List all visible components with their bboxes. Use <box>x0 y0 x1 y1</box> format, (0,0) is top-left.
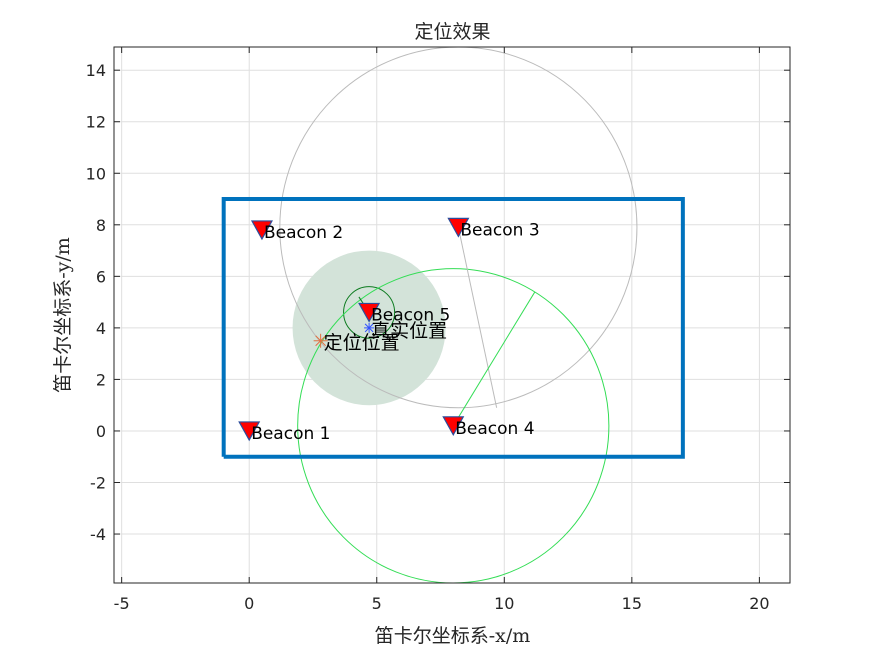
beacon-label: Beacon 2 <box>264 223 343 243</box>
y-tick-label: 0 <box>96 422 106 441</box>
plot-area: Beacon 1 Beacon 2 Beacon 3 Beacon 4 Beacon 5… <box>86 46 791 613</box>
beacon-marker <box>447 217 470 238</box>
estimate-marker-stroke <box>315 335 326 347</box>
estimate-marker <box>313 333 328 348</box>
beacon-label: Beacon 1 <box>251 424 330 444</box>
beacon-marker <box>442 416 465 437</box>
y-axis-label: 笛卡尔坐标系-y/m <box>52 237 74 393</box>
y-tick-label: 8 <box>96 216 106 235</box>
x-tick-label: 0 <box>244 594 254 613</box>
axes-box <box>113 46 791 584</box>
room-boundary <box>221 197 685 459</box>
x-tick-label: -5 <box>114 594 130 613</box>
x-tick-label: 20 <box>749 594 769 613</box>
x-tick-label: 15 <box>622 594 642 613</box>
y-tick-label: 10 <box>86 164 106 183</box>
y-tick-label: 12 <box>86 113 106 132</box>
chart-title: 定位效果 <box>414 21 490 43</box>
range-circle-dark-green <box>343 286 396 339</box>
x-tick-label: 10 <box>494 594 514 613</box>
truth-marker-stroke <box>364 323 374 333</box>
beacon-label: Beacon 3 <box>460 220 539 240</box>
radius-line-green <box>452 291 536 427</box>
radius-line-gray <box>457 227 498 408</box>
y-tick-label: 6 <box>96 267 106 286</box>
estimate-label: 定位位置 <box>324 332 400 354</box>
truth-label: 真实位置 <box>371 320 447 342</box>
x-axis-label: 笛卡尔坐标系-x/m <box>375 625 531 647</box>
y-tick-label: -2 <box>90 474 106 493</box>
plot-background <box>114 47 790 583</box>
beacon-label: Beacon 5 <box>371 305 450 325</box>
beacon-marker <box>238 421 261 442</box>
y-tick-label: 4 <box>96 319 106 338</box>
beacon-marker <box>250 220 273 241</box>
y-tick-label: 14 <box>86 61 106 80</box>
range-circle-gray <box>279 47 638 409</box>
y-tick-label: 2 <box>96 370 106 389</box>
data-layer: Beacon 1 Beacon 2 Beacon 3 Beacon 4 Beacon 5… <box>221 47 685 583</box>
y-tick-label: -4 <box>90 525 106 544</box>
beacon-label: Beacon 4 <box>455 419 534 439</box>
beacon-marker <box>358 302 381 323</box>
x-tick-label: 5 <box>372 594 382 613</box>
truth-marker <box>364 322 375 333</box>
